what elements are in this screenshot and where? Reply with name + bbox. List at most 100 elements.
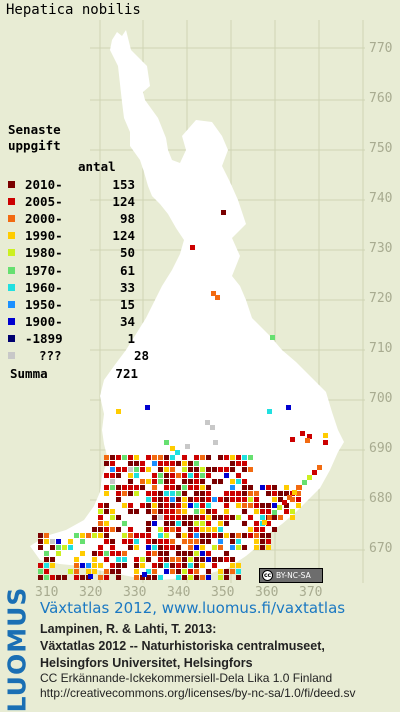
- observation-square: [182, 485, 187, 490]
- license-line-2[interactable]: http://creativecommons.org/licenses/by-n…: [40, 686, 356, 700]
- observation-square: [164, 485, 169, 490]
- observation-square: [110, 473, 115, 478]
- observation-square: [164, 533, 169, 538]
- observation-square: [104, 509, 109, 514]
- observation-square: [44, 575, 49, 580]
- observation-square: [218, 557, 223, 562]
- observation-square: [213, 440, 218, 445]
- observation-square: [188, 527, 193, 532]
- observation-square: [44, 539, 49, 544]
- cc-icon: cc: [262, 570, 273, 581]
- observation-square: [290, 497, 295, 502]
- observation-square: [284, 503, 289, 508]
- observation-square: [158, 557, 163, 562]
- observation-square: [98, 521, 103, 526]
- legend-label: 1990-: [25, 228, 63, 244]
- observation-square: [194, 491, 199, 496]
- legend-label: ???: [39, 347, 62, 363]
- observation-square: [182, 509, 187, 514]
- observation-square: [116, 551, 121, 556]
- observation-square: [206, 455, 211, 460]
- observation-square: [104, 533, 109, 538]
- observation-square: [164, 467, 169, 472]
- observation-square: [56, 551, 61, 556]
- observation-square: [122, 563, 127, 568]
- observation-square: [224, 521, 229, 526]
- legend: Senaste uppgift antal 2010- 153 2005- 124 20…: [8, 122, 149, 382]
- observation-square: [224, 575, 229, 580]
- observation-square: [242, 521, 247, 526]
- observation-square: [80, 575, 85, 580]
- observation-square: [277, 505, 282, 510]
- observation-square: [224, 455, 229, 460]
- observation-square: [116, 515, 121, 520]
- observation-square: [152, 545, 157, 550]
- observation-square: [266, 533, 271, 538]
- legend-swatch: [8, 181, 15, 189]
- observation-square: [176, 575, 181, 580]
- observation-square: [266, 521, 271, 526]
- observation-square: [170, 569, 175, 574]
- observation-square: [116, 491, 121, 496]
- observation-square: [170, 557, 175, 562]
- observation-square: [152, 575, 157, 580]
- observation-square: [140, 467, 145, 472]
- observation-square: [116, 485, 121, 490]
- observation-square: [236, 503, 241, 508]
- observation-square: [176, 533, 181, 538]
- observation-square: [188, 545, 193, 550]
- observation-square: [104, 485, 109, 490]
- observation-square: [140, 575, 145, 580]
- observation-square: [104, 575, 109, 580]
- observation-square: [142, 572, 147, 577]
- observation-square: [292, 490, 297, 495]
- observation-square: [50, 563, 55, 568]
- footer-panel: [0, 600, 400, 702]
- observation-square: [86, 533, 91, 538]
- observation-square: [272, 515, 277, 520]
- observation-square: [266, 545, 271, 550]
- observation-square: [266, 485, 271, 490]
- observation-square: [140, 485, 145, 490]
- observation-square: [158, 533, 163, 538]
- observation-square: [170, 461, 175, 466]
- observation-square: [134, 545, 139, 550]
- easting-label: 320: [79, 585, 102, 600]
- observation-square: [267, 515, 272, 520]
- observation-square: [282, 500, 287, 505]
- cc-license-badge[interactable]: cc BY-NC-SA: [259, 568, 323, 583]
- observation-square: [158, 461, 163, 466]
- observation-square: [158, 503, 163, 508]
- atlas-title-link[interactable]: Växtatlas 2012, www.luomus.fi/vaxtatlas: [40, 599, 346, 617]
- observation-square: [242, 455, 247, 460]
- observation-square: [170, 485, 175, 490]
- legend-title-line2: uppgift: [8, 138, 61, 153]
- observation-square: [182, 551, 187, 556]
- observation-square: [164, 515, 169, 520]
- observation-square: [146, 557, 151, 562]
- observation-square: [206, 557, 211, 562]
- observation-square: [297, 485, 302, 490]
- observation-square: [230, 569, 235, 574]
- observation-square: [134, 539, 139, 544]
- observation-square: [44, 563, 49, 568]
- observation-square: [236, 545, 241, 550]
- observation-square: [248, 485, 253, 490]
- observation-square: [300, 431, 305, 436]
- observation-square: [254, 533, 259, 538]
- observation-square: [164, 455, 169, 460]
- observation-square: [210, 425, 215, 430]
- observation-square: [146, 467, 151, 472]
- observation-square: [146, 491, 151, 496]
- observation-square: [188, 467, 193, 472]
- observation-square: [194, 533, 199, 538]
- observation-square: [305, 438, 310, 443]
- observation-square: [152, 521, 157, 526]
- observation-square: [88, 574, 93, 579]
- observation-square: [206, 533, 211, 538]
- observation-square: [170, 527, 175, 532]
- observation-square: [122, 551, 127, 556]
- observation-square: [212, 467, 217, 472]
- legend-entry: ??? 28: [8, 347, 149, 364]
- legend-entry: -1899 1: [8, 330, 149, 347]
